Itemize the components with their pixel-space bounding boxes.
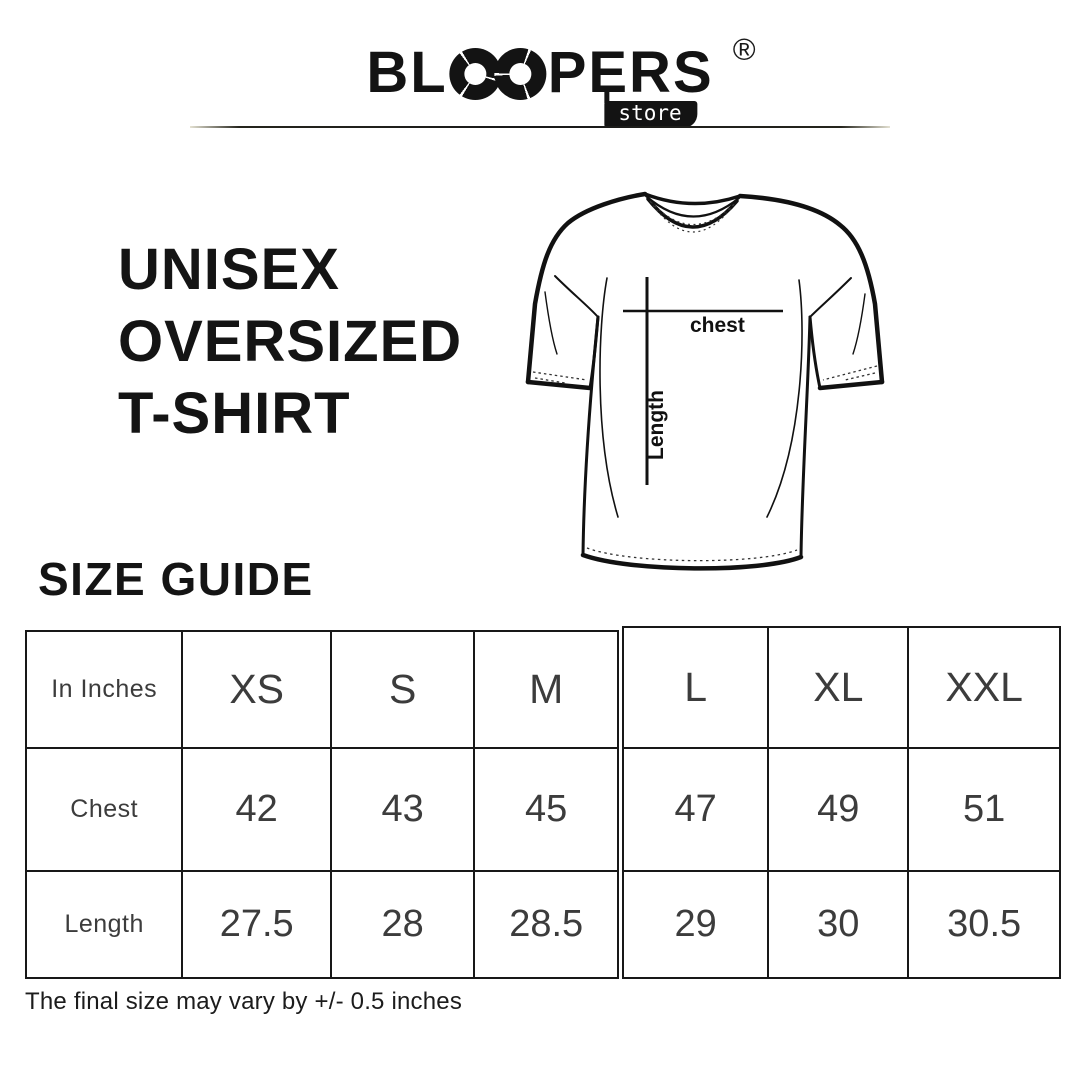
header-divider [190, 126, 890, 128]
product-title: UNISEX OVERSIZED T-SHIRT [118, 234, 462, 450]
table-cell-length-xxl: 30.5 [947, 903, 1022, 945]
store-badge-stem [604, 89, 610, 103]
shutter-o-icon [449, 48, 502, 100]
logo-text-bl: BL [366, 40, 448, 105]
product-title-line: T-SHIRT [118, 381, 351, 446]
table-cell-length-m: 28.5 [509, 903, 584, 945]
table-cell-chest-xs: 42 [183, 749, 333, 872]
table-cell-chest-xxl: 51 [909, 749, 1059, 872]
shutter-o-icon [494, 48, 547, 100]
table-cell-length-s: 28 [332, 872, 476, 977]
table-cell-length-l: 29 [624, 872, 770, 977]
bloopers-logo: ® BL PERS store [366, 32, 756, 129]
table-cell-length-xl: 30 [769, 872, 910, 977]
table-cell-chest-xl: 49 [769, 749, 910, 872]
table-cell-chest-l: 47 [624, 749, 770, 872]
logo-text-pers: PERS [547, 40, 714, 105]
store-badge-label: store [618, 101, 682, 125]
size-table-left: In Inches XS S M Chest 42 43 45 Length 2… [25, 630, 619, 979]
product-title-line: UNISEX [118, 237, 340, 302]
registered-trademark-icon: ® [732, 32, 756, 67]
table-header-s: S [332, 632, 476, 749]
product-title-line: OVERSIZED [118, 309, 463, 374]
table-header-unit: In Inches [27, 632, 184, 749]
table-header-xs: XS [183, 632, 333, 749]
table-header-l: L [624, 628, 770, 749]
table-cell-chest-m: 45 [475, 749, 617, 872]
table-cell-chest-s: 43 [332, 749, 476, 872]
store-badge: store [604, 89, 698, 129]
table-header-xl: XL [769, 628, 910, 749]
logo-wordmark: BL PERS [366, 44, 713, 102]
table-header-xxl: XXL [909, 628, 1059, 749]
size-table-right: L XL XXL 47 49 51 29 30 30.5 [622, 626, 1061, 979]
tshirt-diagram: chest Length [525, 191, 885, 571]
size-tolerance-note: The final size may vary by +/- 0.5 inche… [25, 988, 463, 1015]
length-measure-label: Length [645, 390, 668, 460]
table-row-label-length: Length [27, 872, 184, 977]
table-header-m: M [475, 632, 617, 749]
chest-measure-label: chest [690, 314, 745, 337]
table-cell-length-xs: 27.5 [183, 872, 333, 977]
section-title: SIZE GUIDE [38, 553, 314, 605]
table-row-label-chest: Chest [27, 749, 184, 872]
